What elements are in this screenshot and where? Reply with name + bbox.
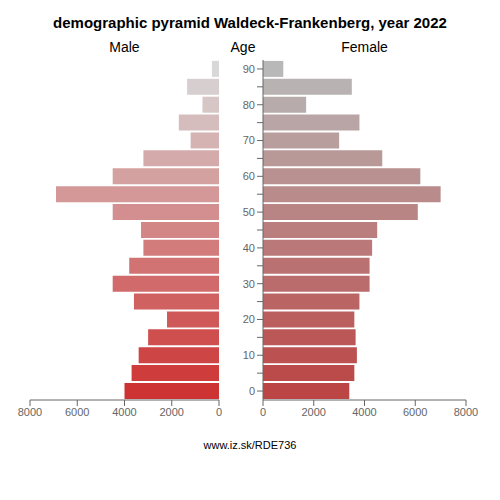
- html-text:www.iz.sk/RDE736: www.iz.sk/RDE736: [203, 439, 297, 451]
- html-text:Age: Age: [230, 39, 256, 55]
- svg-text:4000: 4000: [112, 406, 136, 418]
- svg-text:70: 70: [243, 134, 255, 146]
- svg-text:50: 50: [243, 206, 255, 218]
- svg-text:0: 0: [249, 385, 255, 397]
- svg-text:8000: 8000: [454, 406, 478, 418]
- svg-text:4000: 4000: [352, 406, 376, 418]
- svg-text:2000: 2000: [302, 406, 326, 418]
- svg-text:0: 0: [260, 406, 266, 418]
- html-text:Male: Male: [109, 39, 140, 55]
- svg-text:0: 0: [216, 406, 222, 418]
- svg-text:30: 30: [243, 278, 255, 290]
- html-text:Female: Female: [341, 39, 388, 55]
- svg-text:10: 10: [243, 349, 255, 361]
- svg-text:80: 80: [243, 99, 255, 111]
- svg-text:6000: 6000: [403, 406, 427, 418]
- svg-text:20: 20: [243, 313, 255, 325]
- svg-text:2000: 2000: [160, 406, 184, 418]
- html-text:demographic pyramid Waldeck-Fr: demographic pyramid Waldeck-Frankenberg,…: [53, 14, 447, 31]
- svg-text:6000: 6000: [65, 406, 89, 418]
- svg-text:40: 40: [243, 242, 255, 254]
- svg-text:8000: 8000: [18, 406, 42, 418]
- svg-text:60: 60: [243, 170, 255, 182]
- svg-text:90: 90: [243, 63, 255, 75]
